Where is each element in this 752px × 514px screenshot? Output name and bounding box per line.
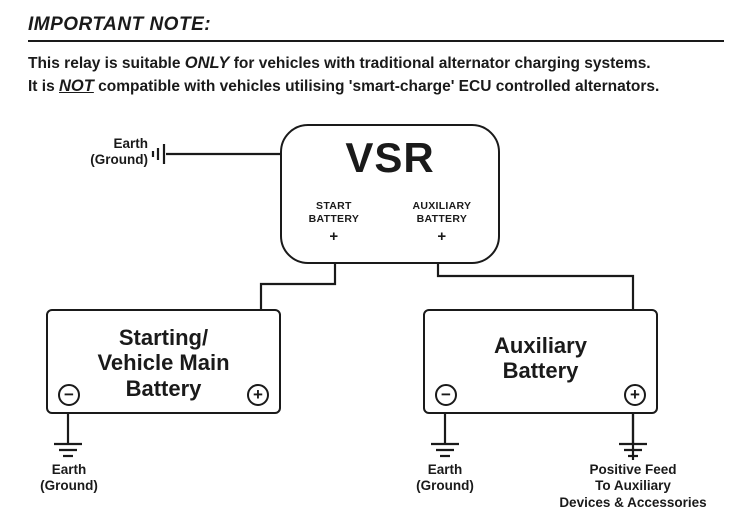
note-line2-pre: It is — [28, 78, 59, 95]
note-line1-pre: This relay is suitable — [28, 55, 185, 72]
vsr-title: VSR — [282, 134, 498, 182]
note-line2-post: compatible with vehicles utilising 'smar… — [94, 78, 660, 95]
aux-neg-terminal: − — [435, 384, 457, 406]
wiring-diagram: VSR START BATTERY + AUXILIARY BATTERY + … — [28, 104, 728, 504]
vsr-box: VSR START BATTERY + AUXILIARY BATTERY + — [280, 124, 500, 264]
earth-l1: Earth — [36, 462, 102, 478]
vsr-aux-plus: + — [412, 228, 471, 246]
start-bat-l1: Starting/ — [119, 325, 208, 350]
vsr-aux-terminal: AUXILIARY BATTERY + — [412, 200, 471, 246]
start-pos-terminal: + — [247, 384, 269, 406]
start-neg-terminal: − — [58, 384, 80, 406]
earth-line1: Earth — [88, 136, 148, 152]
vsr-aux-label-2: BATTERY — [412, 213, 471, 226]
earth-l2: (Ground) — [36, 478, 102, 494]
vsr-terminal-labels: START BATTERY + AUXILIARY BATTERY + — [282, 200, 498, 246]
positive-feed-label: Positive Feed To Auxiliary Devices & Acc… — [558, 462, 708, 511]
start-bat-l2: Vehicle Main — [97, 350, 229, 375]
earth-l1b: Earth — [412, 462, 478, 478]
aux-pos-terminal: + — [624, 384, 646, 406]
start-bat-l3: Battery — [126, 376, 202, 401]
vsr-earth-label: Earth (Ground) — [88, 136, 148, 168]
note-only: ONLY — [185, 54, 230, 72]
note-title: IMPORTANT NOTE: — [28, 14, 724, 36]
vsr-start-label-1: START — [309, 200, 360, 213]
vsr-start-label-2: BATTERY — [309, 213, 360, 226]
aux-earth-label: Earth (Ground) — [412, 462, 478, 494]
title-underline — [28, 40, 724, 42]
earth-line2: (Ground) — [88, 152, 148, 168]
pf-l2: To Auxiliary — [558, 478, 708, 494]
start-earth-label: Earth (Ground) — [36, 462, 102, 494]
vsr-start-terminal: START BATTERY + — [309, 200, 360, 246]
earth-l2b: (Ground) — [412, 478, 478, 494]
pf-l1: Positive Feed — [558, 462, 708, 478]
starting-battery-box: Starting/ Vehicle Main Battery − + — [46, 309, 281, 414]
starting-battery-title: Starting/ Vehicle Main Battery — [48, 325, 279, 401]
aux-bat-l1: Auxiliary — [494, 333, 587, 358]
aux-battery-box: Auxiliary Battery − + — [423, 309, 658, 414]
note-not: NOT — [59, 77, 94, 95]
note-line1-post: for vehicles with traditional alternator… — [229, 55, 650, 72]
aux-battery-title: Auxiliary Battery — [425, 333, 656, 384]
vsr-start-plus: + — [309, 228, 360, 246]
pf-l3: Devices & Accessories — [558, 495, 708, 511]
vsr-aux-label-1: AUXILIARY — [412, 200, 471, 213]
note-body: This relay is suitable ONLY for vehicles… — [28, 52, 724, 98]
aux-bat-l2: Battery — [503, 358, 579, 383]
